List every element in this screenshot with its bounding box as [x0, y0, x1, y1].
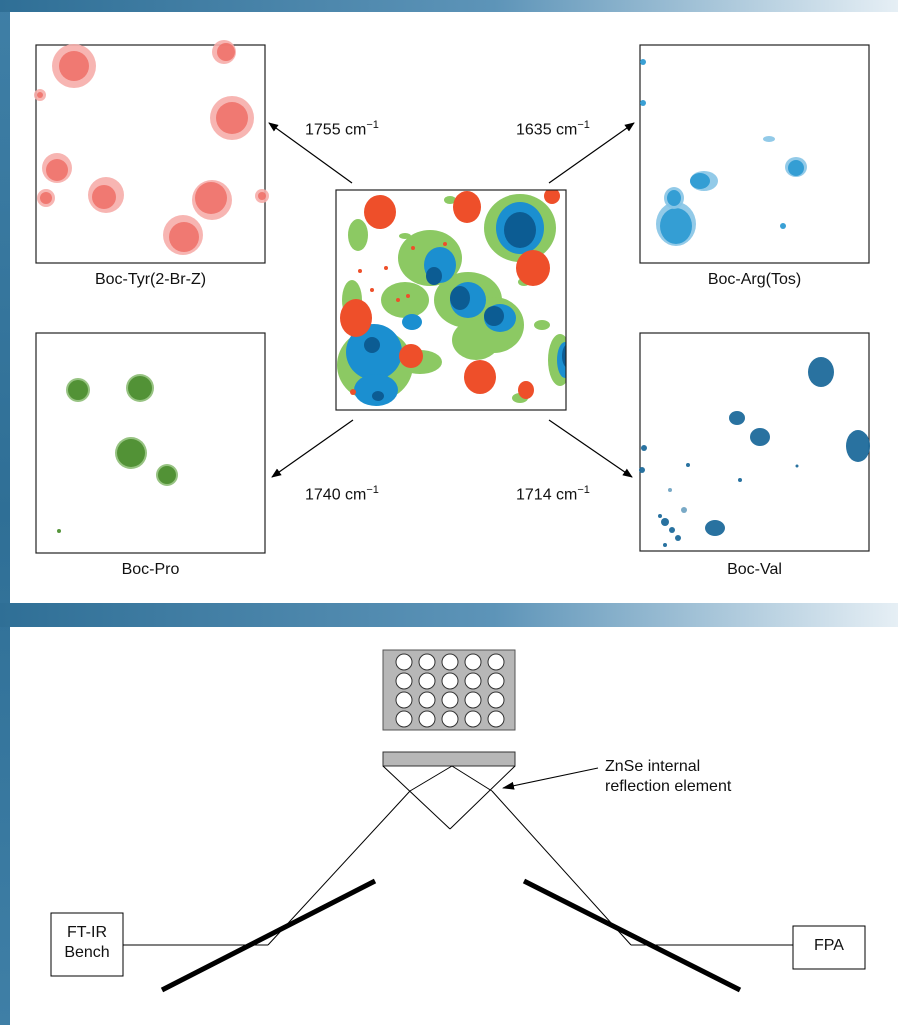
left-mirror	[160, 878, 377, 993]
wavenumber-tyr-value: 1755	[305, 121, 341, 139]
wavenumber-val: 1714 cm−1	[516, 484, 590, 504]
plate-well	[487, 672, 505, 690]
ftir-bench-box	[50, 912, 124, 977]
val-particles	[639, 357, 870, 547]
ftir-bench-label: FT-IR Bench	[51, 923, 123, 963]
panel-val	[639, 332, 870, 552]
plate-well	[418, 653, 436, 671]
wavenumber-val-value: 1714	[516, 486, 552, 504]
section-divider-strip	[0, 603, 898, 627]
left-accent-bar	[0, 0, 10, 1025]
plate-well	[395, 653, 413, 671]
arg-particles	[640, 59, 807, 246]
unit-exp: −1	[577, 484, 590, 496]
plate-well	[487, 653, 505, 671]
fpa-box	[792, 925, 866, 970]
plate-wells	[395, 653, 505, 728]
label-val: Boc-Val	[727, 561, 782, 578]
ir-beam	[108, 790, 793, 946]
top-accent-strip	[0, 0, 898, 12]
right-mirror	[522, 878, 742, 993]
wavenumber-pro-value: 1740	[305, 486, 341, 504]
znse-crystal-edges	[382, 765, 516, 830]
unit: cm	[556, 121, 578, 139]
label-arg: Boc-Arg(Tos)	[707, 271, 802, 288]
plate-well	[418, 672, 436, 690]
wavenumber-pro: 1740 cm−1	[305, 484, 379, 504]
plate-well	[464, 710, 482, 728]
unit-exp: −1	[366, 119, 379, 131]
unit: cm	[345, 121, 367, 139]
ftir-bench-line1: FT-IR	[67, 924, 107, 941]
wavenumber-arrows	[268, 122, 635, 478]
panel-tyr	[34, 40, 269, 264]
rie-label-line1: ZnSe internal	[605, 758, 701, 775]
plate-well	[464, 691, 482, 709]
fpa-label: FPA	[814, 937, 844, 954]
plate-well	[418, 691, 436, 709]
arrow-to-val	[548, 419, 633, 478]
unit-exp: −1	[577, 119, 590, 131]
atr-setup	[50, 649, 866, 993]
pro-particles	[57, 374, 178, 533]
label-pro: Boc-Pro	[121, 561, 180, 578]
wavenumber-arg: 1635 cm−1	[516, 119, 590, 139]
plate-well	[487, 691, 505, 709]
plate-well	[441, 691, 459, 709]
rie-label-line2: reflection element	[605, 778, 732, 795]
composite-image	[335, 189, 567, 411]
plate-well	[395, 691, 413, 709]
plate-well	[464, 672, 482, 690]
plate-well	[487, 710, 505, 728]
znse-crystal-top	[382, 751, 516, 767]
plate-well	[395, 710, 413, 728]
arrow-to-pro	[271, 419, 354, 478]
label-tyr: Boc-Tyr(2-Br-Z)	[94, 271, 207, 288]
panel-arg	[639, 44, 870, 264]
rie-label: ZnSe internal reflection element	[605, 757, 731, 797]
plate-well	[441, 710, 459, 728]
tyr-particles	[34, 40, 269, 255]
plate-well	[418, 710, 436, 728]
ftir-bench-line2: Bench	[64, 944, 110, 961]
plate-well	[395, 672, 413, 690]
wavenumber-arg-value: 1635	[516, 121, 552, 139]
unit-exp: −1	[366, 484, 379, 496]
arrow-to-tyr	[268, 122, 353, 184]
rie-pointer-arrow	[502, 767, 599, 790]
plate-well	[441, 653, 459, 671]
arrow-to-arg	[548, 122, 635, 184]
wavenumber-tyr: 1755 cm−1	[305, 119, 379, 139]
plate-well	[464, 653, 482, 671]
unit: cm	[345, 486, 367, 504]
unit: cm	[556, 486, 578, 504]
plate-well	[441, 672, 459, 690]
panel-pro	[35, 332, 266, 554]
